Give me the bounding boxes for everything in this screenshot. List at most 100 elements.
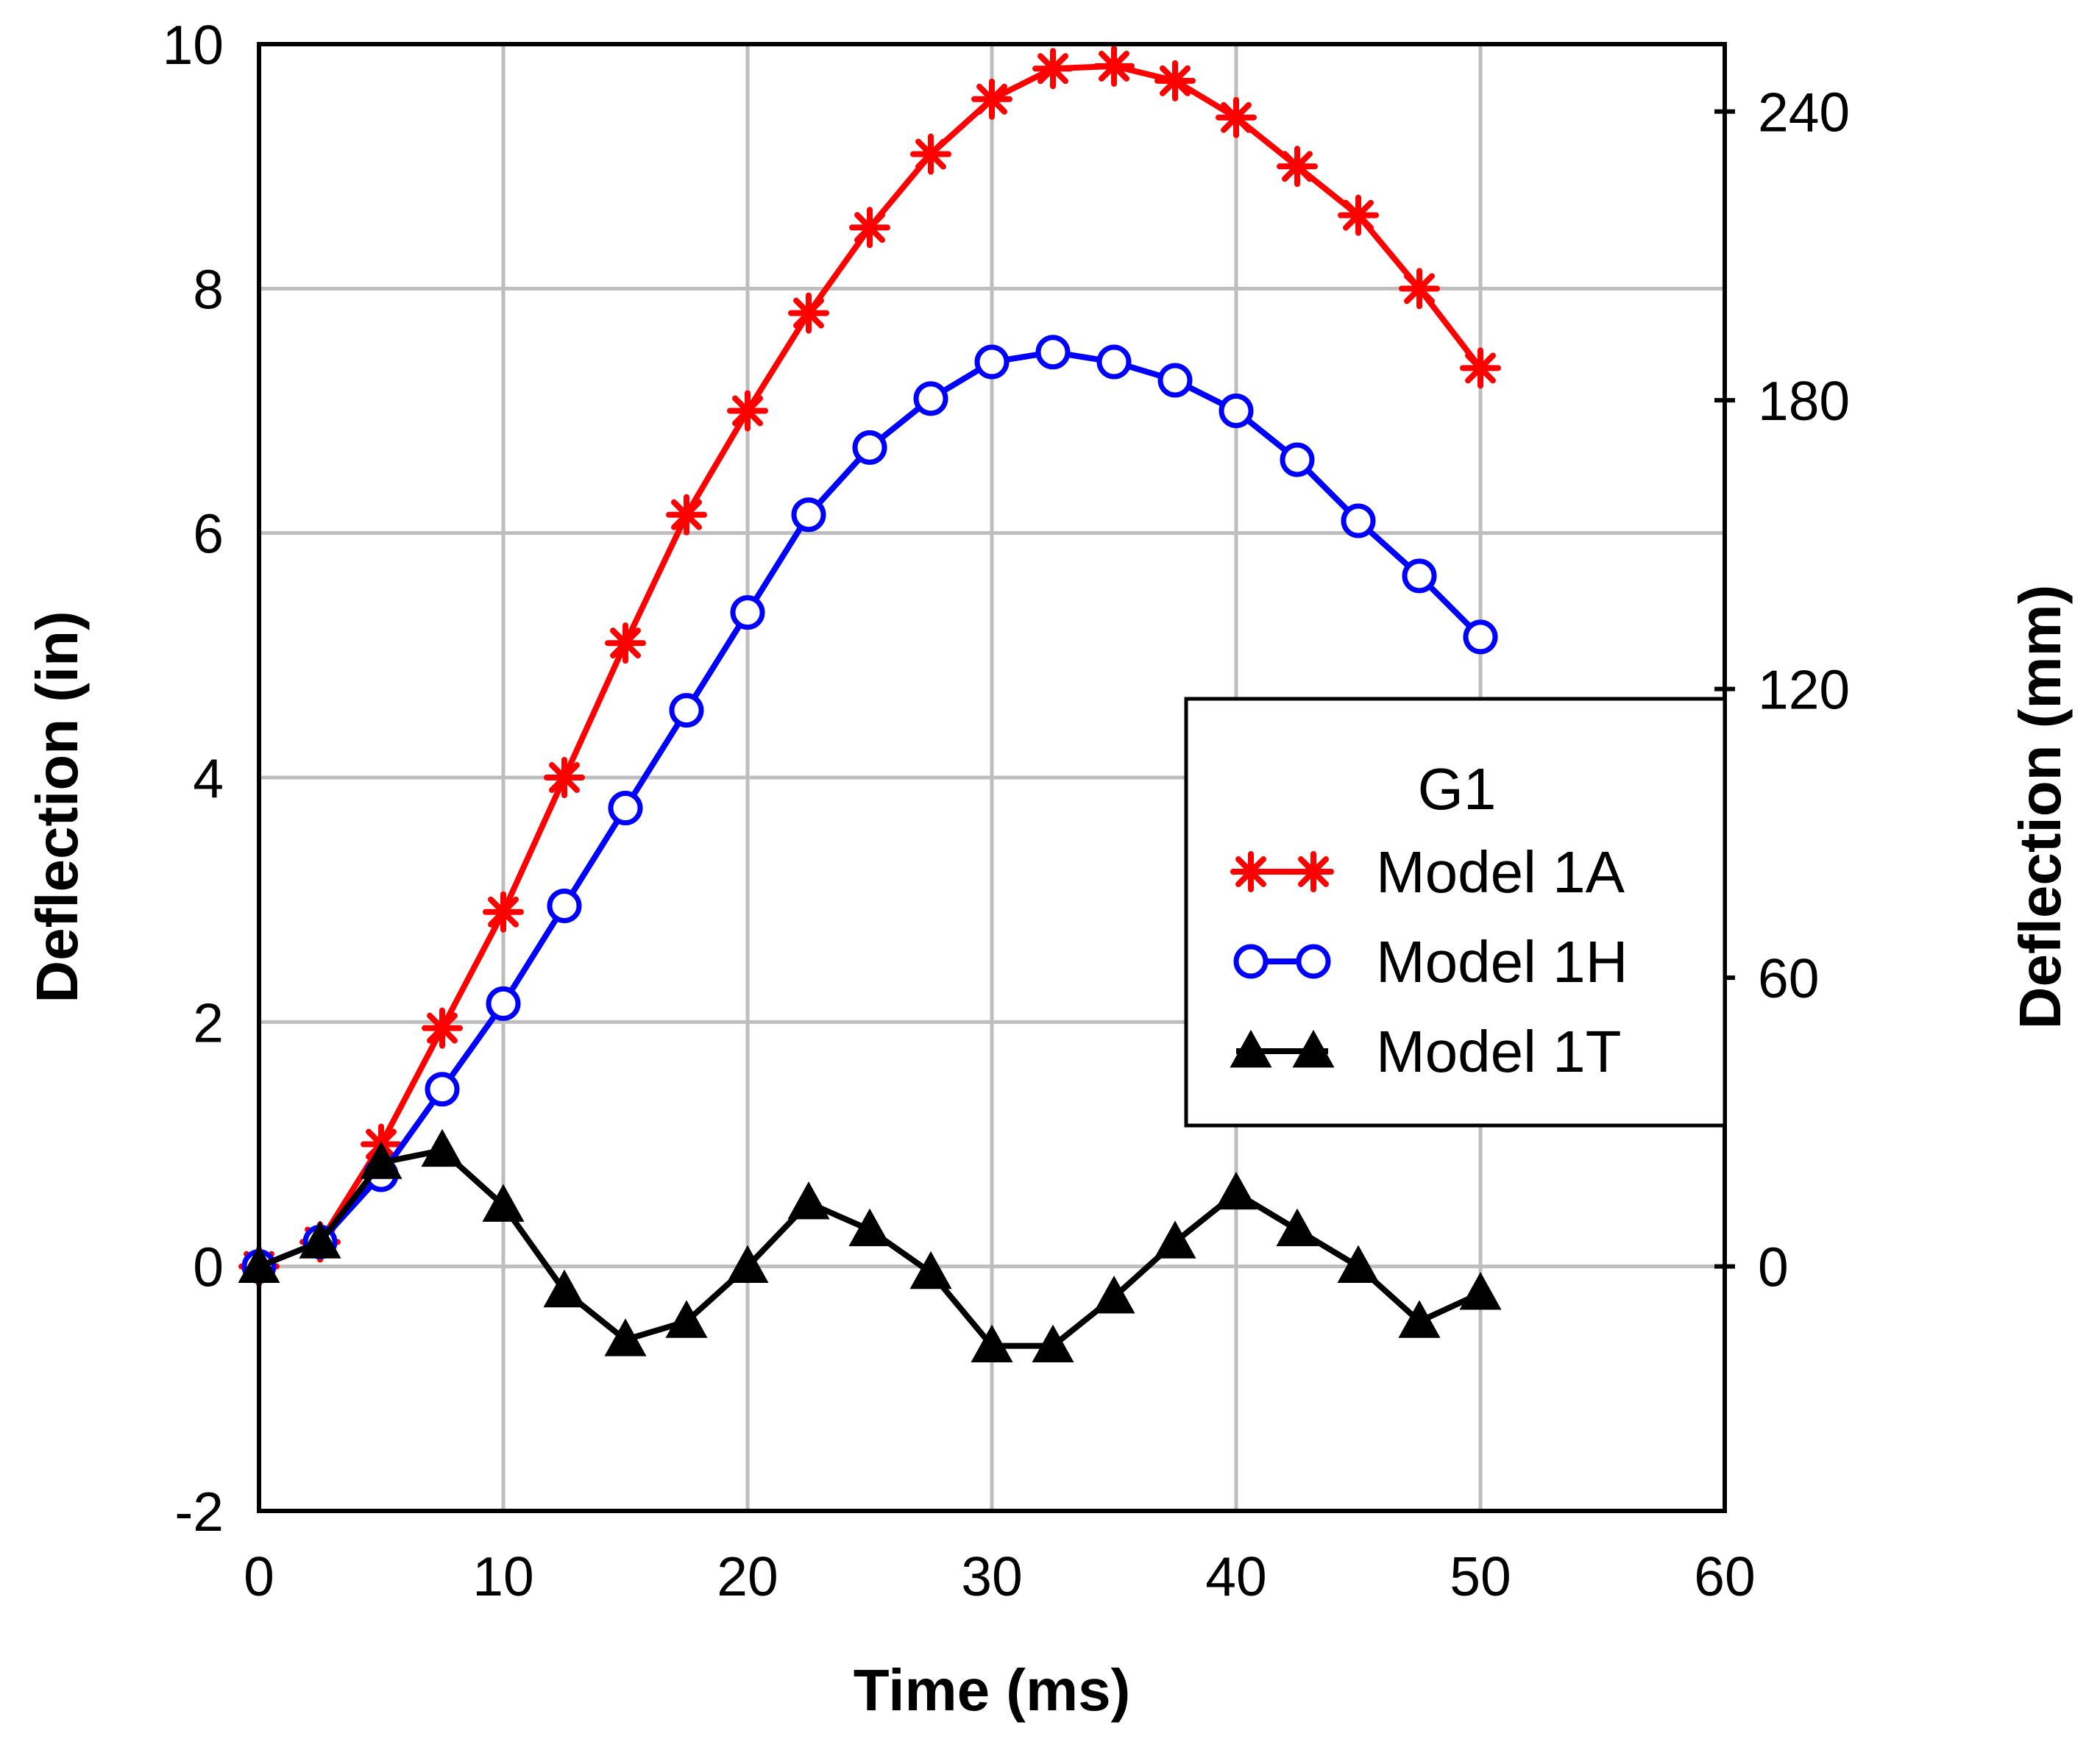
y2-tick-label: 0 xyxy=(1758,1237,1789,1298)
data-point-stroke xyxy=(671,499,702,530)
y-tick-label: 4 xyxy=(193,747,224,809)
x-tick-label: 60 xyxy=(1694,1546,1755,1607)
data-point xyxy=(608,791,643,826)
data-point xyxy=(1276,1208,1319,1247)
data-point-shape xyxy=(360,1141,402,1179)
data-point-stroke xyxy=(1282,151,1313,182)
series-model-1t xyxy=(238,1128,1502,1362)
y-tick-label: 8 xyxy=(193,258,224,320)
data-point-shape xyxy=(1032,1324,1074,1362)
legend-marker xyxy=(1296,944,1331,979)
data-point-stroke xyxy=(854,212,885,243)
series-model-1h xyxy=(241,335,1498,1284)
data-point-shape xyxy=(1398,1300,1441,1338)
legend-marker-stroke xyxy=(1298,856,1329,887)
data-point xyxy=(909,1251,952,1290)
data-point xyxy=(971,1324,1013,1362)
data-point-shape xyxy=(421,1128,464,1167)
data-point xyxy=(852,430,887,465)
tick-labels: 0 10 20 30 40 50 60 -2 0 2 4 6 8 10 0 60 120 180 240 xyxy=(163,14,1851,1607)
data-point xyxy=(669,693,704,728)
data-point-shape xyxy=(1276,1208,1319,1247)
legend-label: Model 1T xyxy=(1376,1019,1621,1084)
x-tick-label: 0 xyxy=(244,1546,274,1607)
data-point xyxy=(1280,442,1315,477)
data-point-shape xyxy=(1459,1272,1502,1310)
legend-marker-stroke xyxy=(1235,856,1266,887)
data-point xyxy=(1032,48,1074,90)
legend-entry: Model 1H xyxy=(1233,929,1628,995)
data-point xyxy=(1398,1300,1441,1338)
data-point-shape xyxy=(971,1324,1013,1362)
data-point-stroke xyxy=(732,395,763,427)
data-point xyxy=(1402,558,1437,594)
legend-marker xyxy=(1233,944,1269,979)
data-point-stroke xyxy=(976,83,1007,115)
x-tick-label: 40 xyxy=(1205,1546,1266,1607)
data-point xyxy=(1341,503,1376,538)
data-point xyxy=(486,986,521,1021)
y2-tick-label: 120 xyxy=(1758,659,1850,721)
data-point-shape xyxy=(1219,394,1254,428)
data-point xyxy=(974,344,1010,380)
data-point-stroke xyxy=(1160,65,1191,96)
data-point xyxy=(605,622,646,664)
data-point-shape xyxy=(974,344,1010,380)
data-point xyxy=(547,888,582,923)
data-point-stroke xyxy=(1343,199,1374,231)
data-point xyxy=(483,891,524,933)
data-point-shape xyxy=(547,888,582,923)
data-point xyxy=(913,381,948,416)
data-point-shape xyxy=(909,1251,952,1290)
legend-entry: Model 1A xyxy=(1230,839,1625,905)
data-point xyxy=(543,1269,586,1308)
data-point-shape xyxy=(1215,1171,1257,1210)
data-point xyxy=(666,494,707,536)
data-point xyxy=(730,595,765,630)
legend: G1 Model 1A Model 1H Model 1T xyxy=(1184,697,1727,1128)
legend-marker xyxy=(1292,1029,1335,1068)
data-point-stroke xyxy=(793,297,824,329)
data-point xyxy=(1277,146,1318,188)
data-point-stroke xyxy=(1221,102,1252,133)
data-point xyxy=(544,757,585,798)
data-point-shape xyxy=(726,1245,769,1283)
data-point xyxy=(1459,1272,1502,1310)
data-point xyxy=(360,1141,402,1179)
data-point-shape xyxy=(730,595,765,630)
legend-marker xyxy=(1230,1029,1272,1068)
data-point-stroke xyxy=(610,627,641,659)
y2-tick-label: 60 xyxy=(1758,947,1819,1009)
data-point xyxy=(1399,268,1440,310)
x-tick-label: 50 xyxy=(1450,1546,1511,1607)
data-point-shape xyxy=(604,1318,647,1356)
data-point-shape xyxy=(425,1072,460,1107)
data-point xyxy=(727,390,768,432)
legend-marker-shape xyxy=(1230,1029,1272,1068)
data-point-shape xyxy=(482,1184,525,1222)
data-point-shape xyxy=(486,986,521,1021)
data-point-shape xyxy=(1093,1276,1135,1314)
data-point xyxy=(910,133,951,175)
data-point xyxy=(1215,1171,1257,1210)
legend-marker-shape xyxy=(1233,944,1269,979)
x-tick-label: 20 xyxy=(717,1546,778,1607)
data-point xyxy=(788,292,829,334)
data-point-shape xyxy=(1463,619,1498,655)
x-axis-title: Time (ms) xyxy=(854,1657,1130,1723)
data-point xyxy=(849,207,890,249)
data-point xyxy=(1093,45,1135,87)
data-point xyxy=(1154,60,1196,102)
data-point-stroke xyxy=(1037,53,1068,85)
data-point-shape xyxy=(791,497,826,533)
data-point xyxy=(1096,344,1132,380)
data-point-shape xyxy=(1341,503,1376,538)
y-tick-label: 0 xyxy=(193,1237,224,1298)
legend-entries: Model 1A Model 1H Model 1T xyxy=(1230,839,1628,1084)
data-point-shape xyxy=(1096,344,1132,380)
data-point-stroke xyxy=(915,138,946,170)
data-point-shape xyxy=(1157,363,1193,398)
legend-marker-shape xyxy=(1292,1029,1335,1068)
data-point xyxy=(1216,96,1257,138)
